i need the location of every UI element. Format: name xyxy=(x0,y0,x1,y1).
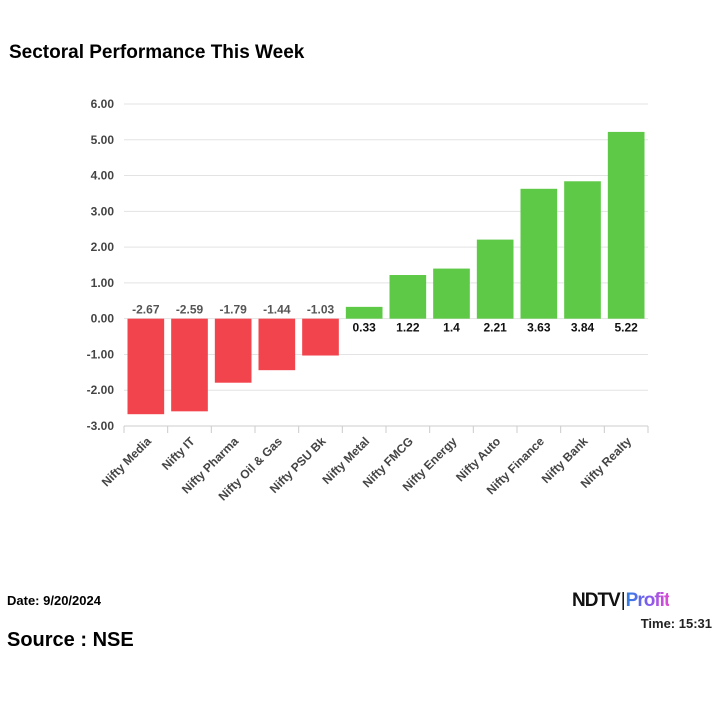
data-label: 3.84 xyxy=(571,321,595,335)
x-tick-label: Nifty IT xyxy=(159,434,198,473)
y-tick-label: -1.00 xyxy=(87,347,115,361)
x-tick-label: Nifty Media xyxy=(99,434,154,489)
y-tick-label: -2.00 xyxy=(87,383,115,397)
bar xyxy=(607,131,645,319)
data-label: 2.21 xyxy=(483,321,507,335)
data-label: -2.67 xyxy=(132,303,160,317)
data-label: -1.44 xyxy=(263,303,291,317)
data-label: 5.22 xyxy=(614,321,638,335)
bar xyxy=(258,318,296,371)
data-label: 3.63 xyxy=(527,321,551,335)
logo-profit: Profit xyxy=(625,590,671,611)
bar xyxy=(476,239,514,319)
bar xyxy=(214,318,252,383)
bar xyxy=(127,318,165,415)
chart-title: Sectoral Performance This Week xyxy=(9,42,305,63)
data-label: 1.4 xyxy=(443,321,460,335)
bar xyxy=(389,275,427,319)
data-label: 1.22 xyxy=(396,321,420,335)
data-label: -2.59 xyxy=(176,303,204,317)
date-label: Date: 9/20/2024 xyxy=(7,593,101,608)
logo-ndtv: NDTV xyxy=(572,590,621,611)
y-tick-label: 4.00 xyxy=(91,169,115,183)
ndtv-profit-logo: NDTV|Profit xyxy=(572,590,671,612)
bar xyxy=(564,181,601,319)
y-tick-label: 2.00 xyxy=(91,240,115,254)
y-tick-label: 0.00 xyxy=(91,312,115,326)
data-label: -1.79 xyxy=(219,303,247,317)
bar xyxy=(520,188,558,319)
bar xyxy=(171,318,208,412)
y-tick-label: 3.00 xyxy=(91,204,115,218)
y-tick-label: 5.00 xyxy=(91,133,115,147)
bar xyxy=(302,318,339,356)
data-label: 0.33 xyxy=(352,321,376,335)
time-label: Time: 15:31 xyxy=(640,616,712,631)
bar-chart: 6.00 5.00 4.00 3.00 2.00 1.00 0.00 -1.00 -2.00 -3… xyxy=(87,97,649,504)
y-tick-label: -3.00 xyxy=(87,419,115,433)
bar xyxy=(433,268,470,319)
source-label: Source : NSE xyxy=(7,629,134,651)
y-tick-label: 6.00 xyxy=(91,97,115,111)
logo-divider: | xyxy=(620,590,626,611)
y-tick-label: 1.00 xyxy=(91,276,115,290)
data-label: -1.03 xyxy=(307,303,335,317)
bar xyxy=(345,306,383,319)
